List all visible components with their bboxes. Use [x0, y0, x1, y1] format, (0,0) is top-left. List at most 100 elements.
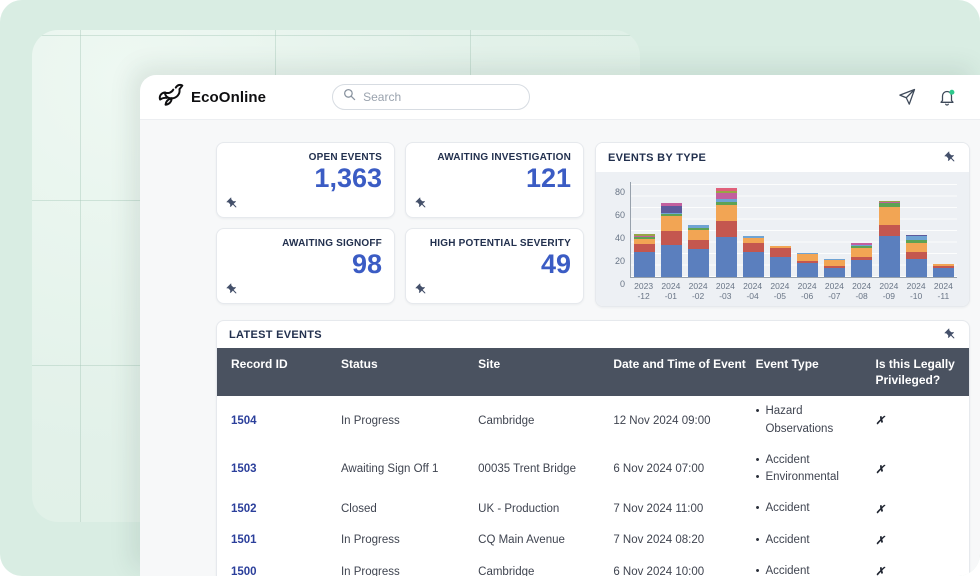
y-tick-label: 20 [614, 256, 625, 266]
pin-icon[interactable] [226, 283, 239, 296]
stacked-bar-chart: 0 20 40 60 80 2023 -12 2024 -01 2024 -02 2024 -03 20… [596, 172, 969, 306]
status: In Progress [340, 565, 400, 576]
x-tick-label: 2024 -05 [770, 281, 790, 302]
bar-segment-orange [851, 248, 873, 258]
legally-privileged-cell: ✗ [875, 525, 969, 556]
column-header: Date and Time of Event [613, 348, 756, 397]
bar-segment-blue [715, 236, 737, 277]
table-row[interactable]: 1504 In Progress Cambridge 12 Nov 2024 09:0… [217, 396, 969, 445]
site: CQ Main Avenue [478, 534, 565, 547]
bullet-icon: • [755, 405, 760, 418]
bar-segment-red [932, 265, 954, 268]
table-header-row: Record ID Status Site Date and Time of Even… [217, 348, 969, 397]
column-header: Status [340, 348, 479, 397]
bar-segment-orange [932, 264, 954, 266]
event-type: • Accident [756, 452, 868, 469]
bar-segment-lightblue [715, 198, 737, 203]
bar-segment-green [688, 227, 710, 230]
bar-segment-red [661, 231, 683, 245]
app-window: EcoOnline [140, 75, 980, 576]
status: Awaiting Sign Off 1 [340, 463, 439, 476]
bar-2024-10 [903, 182, 930, 277]
bar-segment-red [742, 242, 764, 252]
bullet-icon: • [755, 564, 760, 576]
event-type: • Accident [756, 500, 868, 517]
event-type-cell: • Accident [756, 556, 876, 576]
record-id-link[interactable]: 1500 [231, 565, 257, 576]
bar-segment-red [715, 220, 737, 237]
bar-segment-orange [661, 216, 683, 232]
bar-segment-orange [905, 242, 927, 252]
bar-segment-red [688, 240, 710, 250]
table-row[interactable]: 1502 Closed UK - Production 7 Nov 2024 11:0… [217, 493, 969, 524]
record-id-link[interactable]: 1501 [231, 534, 257, 547]
bar-segment-green [661, 213, 683, 217]
kpi-card-high-potential-severity: HIGH POTENTIAL SEVERITY 49 [405, 228, 584, 304]
pin-icon[interactable] [944, 328, 957, 341]
status: In Progress [340, 534, 400, 547]
column-header: Is this Legally Privileged? [875, 348, 969, 397]
search-bar[interactable] [332, 84, 531, 110]
x-tick-label: 2024 -11 [933, 281, 953, 302]
table-row[interactable]: 1500 In Progress Cambridge 6 Nov 2024 10:00… [217, 556, 969, 576]
bar-segment-green [715, 202, 737, 205]
legally-privileged-cell: ✗ [875, 493, 969, 524]
kpi-value: 49 [540, 249, 571, 279]
x-tick-label: 2024 -06 [797, 281, 817, 302]
search-input[interactable] [363, 90, 520, 104]
event-type: • Environmental [756, 469, 868, 486]
bar-segment-red [824, 265, 846, 268]
bar-segment-magenta [661, 203, 683, 206]
bar-segment-purple [905, 234, 927, 236]
bar-segment-red [634, 243, 656, 252]
pin-icon[interactable] [944, 151, 957, 164]
event-datetime: 6 Nov 2024 10:00 [613, 565, 705, 576]
bar-segment-lightblue [742, 235, 764, 238]
column-header: Record ID [217, 348, 341, 397]
table-row[interactable]: 1501 In Progress CQ Main Avenue 7 Nov 2024 … [217, 525, 969, 556]
bar-segment-blue [769, 257, 791, 277]
bar-segment-blue [661, 244, 683, 277]
events-by-type-card: EVENTS BY TYPE 0 20 40 60 80 2023 -12 2024 -01 2… [595, 142, 970, 307]
pin-icon[interactable] [415, 197, 428, 210]
bar-segment-lightblue [661, 212, 683, 214]
y-tick-label: 0 [619, 279, 625, 289]
bar-segment-blue [634, 251, 656, 277]
site: Cambridge [478, 414, 535, 427]
kpi-card-awaiting-signoff: AWAITING SIGNOFF 98 [216, 228, 395, 304]
pin-icon[interactable] [226, 197, 239, 210]
bullet-icon: • [755, 502, 760, 515]
kpi-value: 98 [351, 249, 382, 279]
bar-2024-11 [930, 182, 957, 277]
event-datetime: 7 Nov 2024 11:00 [613, 503, 704, 515]
brand: EcoOnline [156, 82, 266, 113]
legally-privileged-cell: ✗ [875, 396, 969, 445]
chart-title: EVENTS BY TYPE [608, 151, 707, 164]
record-id-link[interactable]: 1502 [231, 503, 257, 515]
bar-2024-03 [713, 182, 740, 277]
bell-icon[interactable] [936, 86, 958, 108]
bullet-icon: • [755, 533, 760, 546]
record-id-link[interactable]: 1503 [231, 463, 257, 476]
bar-segment-red [905, 251, 927, 259]
bar-2024-04 [740, 182, 767, 277]
bar-segment-olive [878, 201, 900, 203]
table-row[interactable]: 1503 Awaiting Sign Off 1 00035 Trent Bridg… [217, 445, 969, 494]
notification-dot [949, 89, 955, 95]
x-tick-label: 2024 -04 [743, 281, 763, 302]
table-title: LATEST EVENTS [229, 328, 322, 341]
bar-segment-magenta [634, 235, 656, 237]
record-id-link[interactable]: 1504 [231, 414, 257, 427]
site: Cambridge [478, 565, 535, 576]
pin-icon[interactable] [415, 283, 428, 296]
y-tick-label: 40 [614, 233, 625, 243]
bar-segment-green [634, 236, 656, 240]
kpi-value: 1,363 [314, 163, 382, 193]
bar-segment-blue [688, 249, 710, 277]
bar-segment-pink [715, 188, 737, 191]
send-icon[interactable] [896, 86, 918, 108]
status: Closed [340, 503, 377, 515]
event-type-cell: • Accident [756, 525, 876, 556]
bar-segment-magenta [851, 242, 873, 245]
search-icon [343, 88, 356, 106]
